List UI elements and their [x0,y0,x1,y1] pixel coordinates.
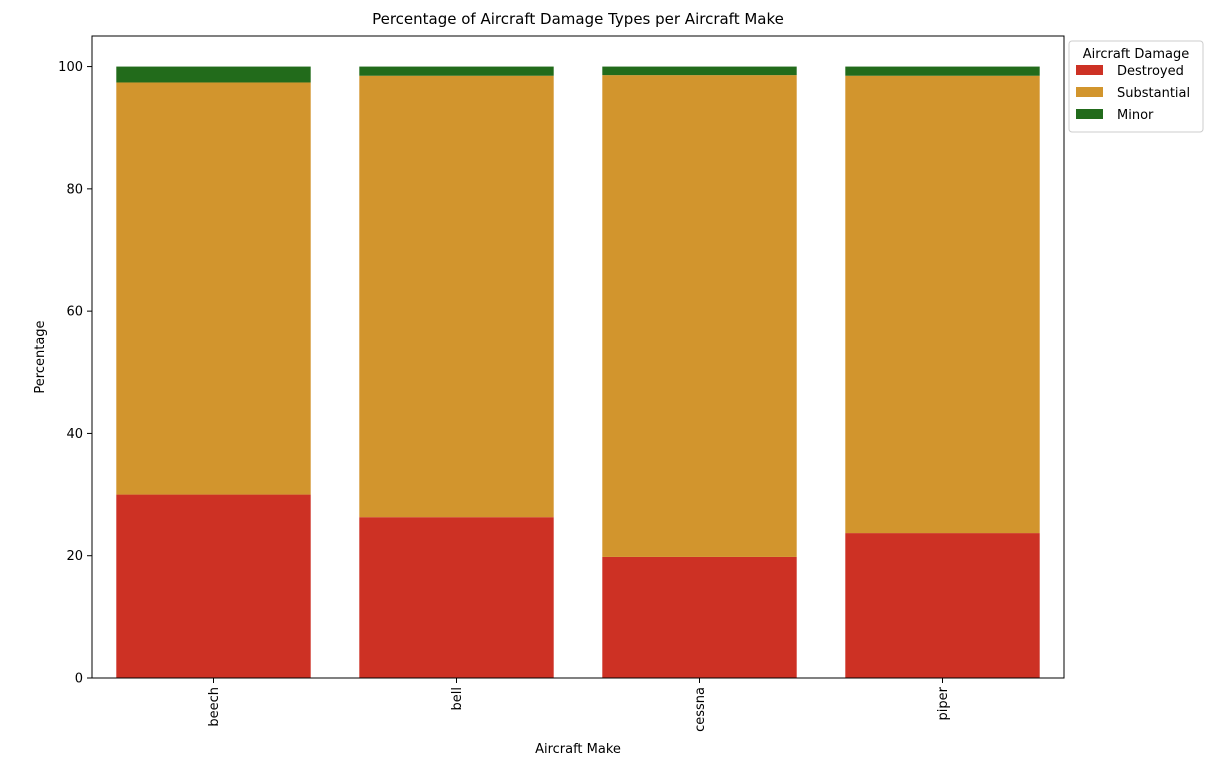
legend-label-substantial: Substantial [1117,86,1190,101]
bar-piper-substantial [845,75,1040,534]
bars-group [116,66,1040,678]
legend-swatch-substantial [1076,87,1103,97]
x-tick-label-bell: bell [450,687,465,710]
x-tick-label-cessna: cessna [693,687,708,732]
bar-cessna-minor [602,66,797,76]
y-tick-label: 20 [66,549,83,564]
legend-label-destroyed: Destroyed [1117,64,1184,79]
legend-swatch-destroyed [1076,65,1103,75]
legend-swatch-minor [1076,109,1103,119]
legend-items: Destroyed Substantial Minor [1076,64,1190,123]
y-axis-ticks: 0 20 40 60 80 100 [58,60,92,687]
bar-beech-destroyed [116,494,311,678]
legend: Aircraft Damage Destroyed Substantial Mino… [1068,40,1204,133]
x-tick-label-piper: piper [936,686,951,720]
y-tick-label: 80 [66,182,83,197]
legend-label-minor: Minor [1117,108,1154,123]
bar-bell-destroyed [359,517,554,678]
bar-beech-minor [116,66,311,83]
plot-frame [91,35,1065,679]
bar-cessna-destroyed [602,556,797,678]
bar-piper-minor [845,66,1040,76]
bar-cessna-substantial [602,75,797,557]
bar-beech-substantial [116,82,311,495]
x-axis-label: Aircraft Make [535,742,621,757]
bar-piper-destroyed [845,533,1040,678]
y-tick-label: 40 [66,427,83,442]
y-tick-label: 0 [75,672,83,687]
x-tick-label-beech: beech [207,687,222,727]
bar-bell-substantial [359,75,554,518]
y-tick-label: 100 [58,60,83,75]
y-tick-label: 60 [66,305,83,320]
x-axis-ticks: beech bell cessna piper [207,678,951,732]
bar-bell-minor [359,66,554,76]
chart-title: Percentage of Aircraft Damage Types per … [372,10,784,28]
y-axis-label: Percentage [33,320,48,393]
legend-title: Aircraft Damage [1083,47,1189,62]
